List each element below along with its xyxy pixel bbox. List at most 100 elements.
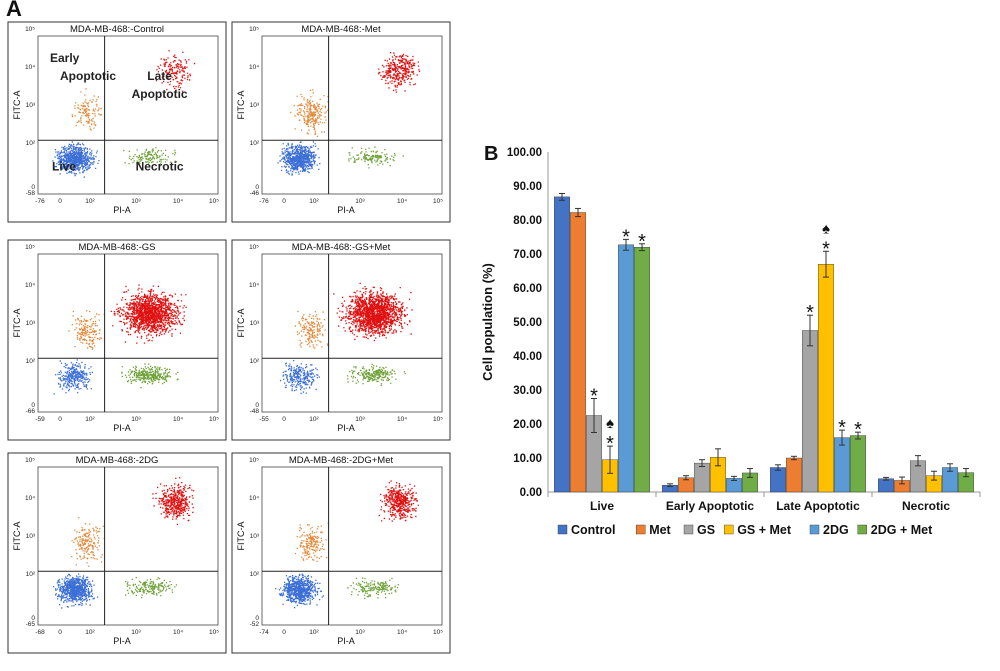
flow-x-axis-label: PI-A bbox=[113, 205, 131, 215]
flow-panel-frame bbox=[7, 239, 227, 441]
flow-y-tick-label: 10³ bbox=[250, 320, 260, 327]
bar bbox=[634, 246, 650, 493]
flow-y-tick-label: 10⁴ bbox=[25, 495, 35, 502]
flow-y-min-label: -66 bbox=[26, 408, 36, 415]
bar bbox=[786, 457, 802, 493]
quadrant-label-late-apoptotic: Late bbox=[147, 69, 172, 83]
flow-y-tick-label: 10⁵ bbox=[249, 26, 259, 33]
flow-x-tick-label: 0 bbox=[58, 198, 62, 205]
legend-label: 2DG bbox=[823, 523, 849, 537]
flow-plot-border bbox=[261, 35, 443, 195]
flow-plot-border bbox=[261, 253, 443, 413]
flow-panel-title: MDA-MB-468:-Control bbox=[70, 24, 164, 35]
flow-x-min-label: -76 bbox=[35, 198, 45, 205]
bar bbox=[554, 196, 570, 493]
flow-x-tick-label: 10² bbox=[309, 198, 319, 205]
flow-x-tick-label: 10³ bbox=[355, 416, 365, 423]
flow-dot-cloud bbox=[110, 284, 187, 344]
legend-label: Control bbox=[571, 523, 615, 537]
flow-x-axis-label: PI-A bbox=[113, 423, 131, 433]
flow-y-axis-label: FITC-A bbox=[12, 309, 22, 338]
flow-y-tick-label: 10² bbox=[250, 358, 260, 365]
bar bbox=[570, 212, 586, 493]
flow-panel-frame bbox=[231, 239, 451, 441]
flow-panel-frame bbox=[7, 452, 227, 654]
flow-x-min-label: -55 bbox=[259, 416, 269, 423]
flow-dot-cloud bbox=[333, 282, 413, 342]
significance-asterisk: * bbox=[606, 433, 614, 455]
quadrant-label-necrotic: Necrotic bbox=[136, 159, 184, 173]
flow-y-tick-label: 10³ bbox=[26, 320, 36, 327]
flow-dot-cloud bbox=[125, 576, 178, 599]
legend-swatch bbox=[683, 524, 694, 535]
flow-y-tick-label: 0 bbox=[31, 184, 35, 191]
flow-dot-cloud bbox=[275, 573, 325, 609]
flow-y-min-label: -52 bbox=[250, 621, 260, 628]
flow-y-tick-label: 10³ bbox=[26, 102, 36, 109]
panel-b-letter: B bbox=[484, 143, 498, 165]
flow-dots bbox=[53, 284, 187, 395]
flow-dot-cloud bbox=[53, 359, 94, 395]
bar-chart-svg: B 0.00 10.00 20.00 30.00 40.00 50.00 60.00 70.00… bbox=[480, 143, 981, 537]
flow-x-tick-label: 10² bbox=[85, 198, 95, 205]
y-tick-label: 70.00 bbox=[513, 249, 542, 261]
flow-y-min-label: -48 bbox=[250, 408, 260, 415]
y-tick-label: 20.00 bbox=[513, 419, 542, 431]
flow-dot-cloud bbox=[123, 147, 178, 167]
flow-x-axis-label: PI-A bbox=[337, 205, 355, 215]
y-tick-label: 100.00 bbox=[507, 147, 542, 159]
flow-x-tick-label: 10⁴ bbox=[173, 198, 183, 205]
x-category-label: Late Apoptotic bbox=[776, 499, 860, 513]
flow-y-min-label: -65 bbox=[26, 621, 36, 628]
flow-x-tick-label: 10⁵ bbox=[209, 416, 219, 423]
flow-dot-cloud bbox=[348, 146, 404, 169]
legend-label: 2DG + Met bbox=[871, 523, 933, 537]
significance-asterisk: * bbox=[838, 417, 846, 439]
flow-panel-frame bbox=[231, 21, 451, 223]
flow-y-tick-label: 10³ bbox=[26, 533, 36, 540]
flow-panel-title: MDA-MB-468:-2DG+Met bbox=[289, 455, 394, 466]
flow-y-tick-label: 10³ bbox=[250, 533, 260, 540]
flow-panel-title: MDA-MB-468:-2DG bbox=[76, 455, 159, 466]
bar bbox=[770, 467, 786, 493]
bar bbox=[878, 478, 894, 493]
y-tick-label: 0.00 bbox=[520, 487, 542, 499]
flow-x-tick-label: 10⁴ bbox=[173, 629, 183, 636]
significance-asterisk: * bbox=[806, 302, 814, 324]
flow-y-tick-label: 10² bbox=[250, 571, 260, 578]
flow-y-tick-label: 10⁵ bbox=[25, 244, 35, 251]
flow-panel-title: MDA-MB-468:-Met bbox=[301, 24, 381, 35]
flow-panel-title: MDA-MB-468:-GS bbox=[78, 242, 155, 253]
flow-dots bbox=[279, 282, 413, 395]
flow-x-tick-label: 10⁵ bbox=[433, 198, 443, 205]
flow-x-tick-label: 0 bbox=[58, 416, 62, 423]
y-tick-label: 40.00 bbox=[513, 351, 542, 363]
flow-x-tick-label: 10⁵ bbox=[209, 198, 219, 205]
flow-y-tick-label: 10⁴ bbox=[249, 495, 259, 502]
flow-panel-frame bbox=[7, 21, 227, 223]
panel-a-letter: A bbox=[6, 0, 22, 21]
bar bbox=[694, 462, 710, 493]
bar bbox=[850, 435, 866, 493]
flow-x-tick-label: 10⁵ bbox=[209, 629, 219, 636]
y-tick-label: 90.00 bbox=[513, 181, 542, 193]
flow-y-tick-label: 0 bbox=[255, 402, 259, 409]
y-tick-label: 10.00 bbox=[513, 453, 542, 465]
flow-y-tick-label: 10⁴ bbox=[25, 282, 35, 289]
flow-x-tick-label: 0 bbox=[58, 629, 62, 636]
y-tick-label: 80.00 bbox=[513, 215, 542, 227]
flow-plot-border bbox=[37, 466, 219, 626]
flow-dot-cloud bbox=[377, 52, 421, 93]
flow-y-min-label: -46 bbox=[250, 190, 260, 197]
flow-y-tick-label: 10³ bbox=[250, 102, 260, 109]
bar-chart: B 0.00 10.00 20.00 30.00 40.00 50.00 60.00 70.00… bbox=[470, 130, 990, 550]
flow-y-tick-label: 10⁴ bbox=[25, 64, 35, 71]
flow-x-tick-label: 10⁴ bbox=[397, 416, 407, 423]
flow-x-tick-label: 10³ bbox=[131, 629, 141, 636]
flow-x-tick-label: 10² bbox=[85, 629, 95, 636]
flow-y-axis-label: FITC-A bbox=[12, 91, 22, 120]
flow-cytometry-panels: MDA-MB-468:-Control 0 10² 10³ 10⁴ 10⁵ -58 0 10² 1… bbox=[0, 0, 460, 666]
